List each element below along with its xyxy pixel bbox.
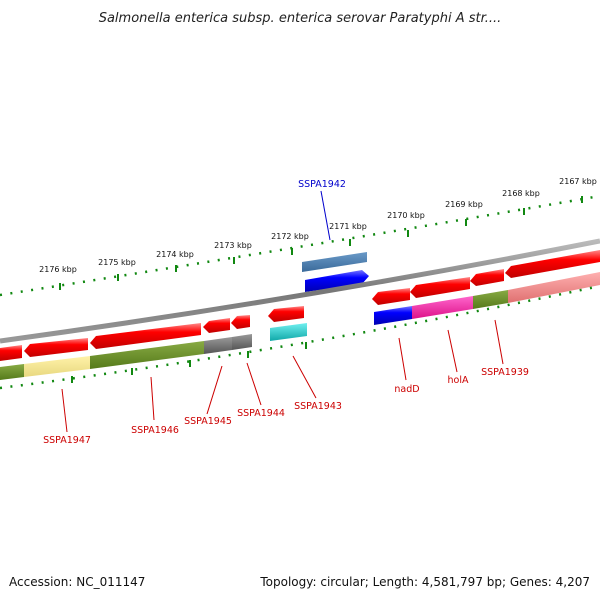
outer-scale-track: 2176 kbp 2175 kbp 2174 kbp 2173 kbp 2172… <box>0 177 600 297</box>
scale-label: 2176 kbp <box>39 265 77 274</box>
gene-label-sspa1943: SSPA1943 <box>292 355 342 412</box>
scale-label: 2167 kbp <box>559 177 597 186</box>
gene-label: nadD <box>394 384 419 395</box>
reverse-gene-sspa1943 <box>268 306 304 322</box>
leader-line <box>246 362 262 406</box>
gene-label: holA <box>448 375 469 386</box>
gene-label-sspa1945: SSPA1945 <box>184 365 232 427</box>
leader-line <box>398 337 407 381</box>
inner-major-ticks <box>71 342 307 383</box>
gene-label: SSPA1939 <box>481 367 529 378</box>
scale-label: 2168 kbp <box>502 189 540 198</box>
forward-gene-sspa1942 <box>305 270 369 292</box>
cog-block-sspa1939 <box>473 290 508 309</box>
gene-label: SSPA1944 <box>237 408 285 419</box>
gene-label-sspa1944: SSPA1944 <box>237 362 285 419</box>
accession-text: Accession: NC_011147 <box>9 575 145 589</box>
reverse-gene-hola <box>410 277 470 298</box>
leader-line <box>150 376 155 421</box>
cog-block-partial-right <box>508 272 600 303</box>
reverse-cds-track <box>0 250 600 361</box>
gene-label: SSPA1942 <box>298 179 346 190</box>
leader-line <box>292 355 317 399</box>
forward-cds-track <box>305 270 369 292</box>
scale-label: 2174 kbp <box>156 250 194 259</box>
gene-label-sspa1942: SSPA1942 <box>298 179 346 241</box>
leader-line <box>494 319 504 365</box>
cog-block-sspa1947 <box>24 356 90 377</box>
gene-label: SSPA1946 <box>131 425 179 436</box>
scale-label: 2175 kbp <box>98 258 136 267</box>
reverse-gene-partial-left <box>0 345 22 361</box>
inner-minor-ticks <box>0 284 600 390</box>
reverse-gene-nadd <box>372 288 410 305</box>
reverse-gene-sspa1945 <box>203 318 230 333</box>
leader-line <box>206 365 223 415</box>
outer-minor-ticks <box>0 194 600 297</box>
reverse-gene-sspa1946 <box>90 323 201 349</box>
leader-line <box>320 190 331 241</box>
genome-backbone <box>0 238 600 344</box>
reverse-gene-sspa1939 <box>470 269 504 286</box>
leader-line <box>61 388 68 433</box>
inner-cog-track <box>0 272 600 380</box>
gene-label: SSPA1943 <box>294 401 342 412</box>
leader-line <box>447 329 458 373</box>
cog-block-hola <box>412 296 473 319</box>
scale-label: 2173 kbp <box>214 241 252 250</box>
cog-block-partial-left <box>0 364 24 380</box>
gene-label-hola: holA <box>447 329 469 386</box>
reverse-gene-partial-right <box>505 250 600 278</box>
inner-scale-track <box>0 284 600 390</box>
gene-label-nadd: nadD <box>394 337 420 395</box>
reverse-gene-sspa1947 <box>24 338 88 357</box>
reverse-gene-sspa1944 <box>231 315 250 329</box>
cog-block-sspa1945 <box>204 337 232 354</box>
scale-label: 2171 kbp <box>329 222 367 231</box>
scale-label: 2169 kbp <box>445 200 483 209</box>
cog-block-sspa1943 <box>270 323 307 341</box>
gene-label: SSPA1947 <box>43 435 91 446</box>
cog-block-sspa1946 <box>90 341 204 369</box>
cog-block-nadd <box>374 306 412 325</box>
map-title: Salmonella enterica subsp. enterica sero… <box>99 11 502 26</box>
outer-major-ticks <box>59 196 583 290</box>
cog-block-sspa1944 <box>232 334 252 350</box>
cog-block-sspa1942 <box>302 252 367 272</box>
scale-label: 2170 kbp <box>387 211 425 220</box>
scale-label: 2172 kbp <box>271 232 309 241</box>
gene-label-sspa1939: SSPA1939 <box>481 319 529 378</box>
gene-label-sspa1946: SSPA1946 <box>131 376 179 436</box>
gene-label-sspa1947: SSPA1947 <box>43 388 91 446</box>
outer-cog-track <box>302 252 367 272</box>
gene-label: SSPA1945 <box>184 416 232 427</box>
genome-summary-text: Topology: circular; Length: 4,581,797 bp… <box>259 575 590 589</box>
